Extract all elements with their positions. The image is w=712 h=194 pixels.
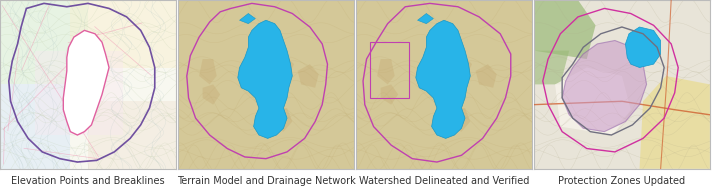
Text: Watershed Delineated and Verified: Watershed Delineated and Verified bbox=[359, 176, 529, 186]
Text: Elevation Points and Breaklines: Elevation Points and Breaklines bbox=[11, 176, 164, 186]
Polygon shape bbox=[203, 84, 220, 105]
Polygon shape bbox=[70, 0, 176, 68]
Polygon shape bbox=[555, 68, 631, 135]
Polygon shape bbox=[417, 14, 434, 24]
Polygon shape bbox=[63, 30, 109, 135]
Text: Protection Zones Updated: Protection Zones Updated bbox=[558, 176, 686, 186]
Polygon shape bbox=[639, 76, 710, 169]
Polygon shape bbox=[0, 0, 88, 84]
Polygon shape bbox=[0, 84, 70, 169]
Polygon shape bbox=[239, 14, 256, 24]
Polygon shape bbox=[269, 108, 293, 132]
Polygon shape bbox=[35, 51, 123, 135]
Polygon shape bbox=[273, 54, 294, 78]
Polygon shape bbox=[88, 101, 176, 169]
Polygon shape bbox=[298, 64, 319, 88]
Polygon shape bbox=[534, 51, 569, 84]
Polygon shape bbox=[534, 0, 595, 59]
Text: Terrain Model and Drainage Network: Terrain Model and Drainage Network bbox=[177, 176, 355, 186]
Polygon shape bbox=[451, 54, 472, 78]
Polygon shape bbox=[381, 84, 398, 105]
Polygon shape bbox=[377, 59, 394, 84]
Polygon shape bbox=[447, 108, 471, 132]
Polygon shape bbox=[238, 20, 293, 138]
Polygon shape bbox=[416, 20, 471, 138]
Polygon shape bbox=[476, 64, 497, 88]
Polygon shape bbox=[625, 27, 661, 68]
Polygon shape bbox=[199, 59, 216, 84]
Polygon shape bbox=[562, 41, 646, 132]
